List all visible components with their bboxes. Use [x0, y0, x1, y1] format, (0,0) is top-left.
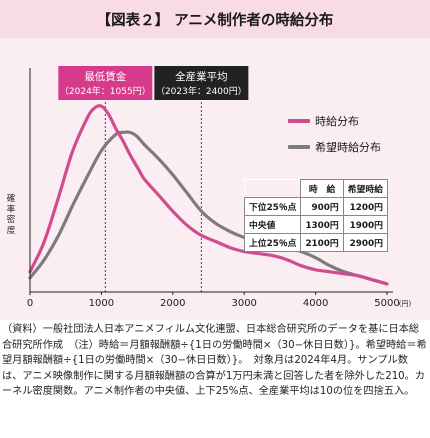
stats-table: 時 給 希望時給 下位25％点 900円 1200円 中央値 1300円 190…	[243, 179, 388, 252]
legend-swatch-wage	[288, 119, 310, 123]
stats-cell-hope: 1900円	[342, 215, 388, 234]
reference-label: 全産業平均	[175, 70, 228, 83]
x-tick-label: 1000	[89, 298, 114, 309]
x-unit-label: (円)	[399, 300, 412, 308]
stats-row-label: 上位25％点	[243, 233, 302, 252]
stats-corner	[244, 179, 302, 198]
stats-cell-hope: 2900円	[342, 233, 388, 252]
density-chart: 最低賃金 （2024年：1055円） 全産業平均 （2023年：2400円） 0 100…	[27, 66, 412, 309]
reference-label: 最低賃金	[84, 70, 126, 83]
legend-label-hope: 希望時給分布	[315, 141, 381, 154]
stats-header-row: 時 給 希望時給	[244, 179, 388, 198]
x-tick-label: 4000	[303, 298, 328, 309]
stats-cell-wage: 1300円	[300, 215, 344, 234]
reference-box	[154, 66, 249, 100]
stats-row: 中央値 1300円 1900円	[243, 215, 388, 234]
reference-detail: （2023年：2400円）	[156, 85, 247, 97]
stats-row: 下位25％点 900円 1200円	[243, 197, 388, 216]
stats-row-label: 中央値	[243, 215, 302, 234]
stats-row: 上位25％点 2100円 2900円	[243, 233, 388, 252]
reference-lines: 最低賃金 （2024年：1055円） 全産業平均 （2023年：2400円）	[58, 66, 249, 292]
stats-header-hope: 希望時給	[342, 179, 388, 198]
stats-cell-wage: 900円	[300, 197, 344, 216]
figure-title: 【図表２】 アニメ制作者の時給分布	[0, 0, 430, 38]
legend-label-wage: 時給分布	[315, 115, 359, 128]
legend-swatch-hope	[288, 145, 310, 149]
series-line-wage	[28, 104, 389, 286]
legend: 時給分布 希望時給分布	[288, 108, 381, 160]
legend-item-wage: 時給分布	[288, 108, 381, 134]
stats-cell-wage: 2100円	[300, 233, 344, 252]
x-tick-label: 2000	[160, 298, 185, 309]
source-note: （資料）一般社団法人日本アニメフィルム文化連盟、日本総合研究所のデータを基に日本…	[2, 324, 427, 398]
series-line-hope	[28, 130, 389, 286]
legend-item-hope: 希望時給分布	[288, 134, 381, 160]
x-tick-label: 5000	[374, 298, 399, 309]
series-lines	[28, 104, 389, 286]
stats-row-label: 下位25％点	[243, 197, 302, 216]
reference-detail: （2024年：1055円）	[60, 85, 151, 97]
stats-header-wage: 時 給	[300, 179, 344, 198]
stats-cell-hope: 1200円	[342, 197, 388, 216]
x-tick-label: 0	[27, 298, 33, 309]
y-axis-label: 確率密度	[6, 194, 16, 236]
x-tick-label: 3000	[231, 298, 256, 309]
chart-panel: 最低賃金 （2024年：1055円） 全産業平均 （2023年：2400円） 0 100…	[0, 38, 430, 320]
x-axis: 0 1000 2000 3000 4000 5000 (円)	[27, 68, 412, 309]
reference-box	[58, 66, 153, 100]
